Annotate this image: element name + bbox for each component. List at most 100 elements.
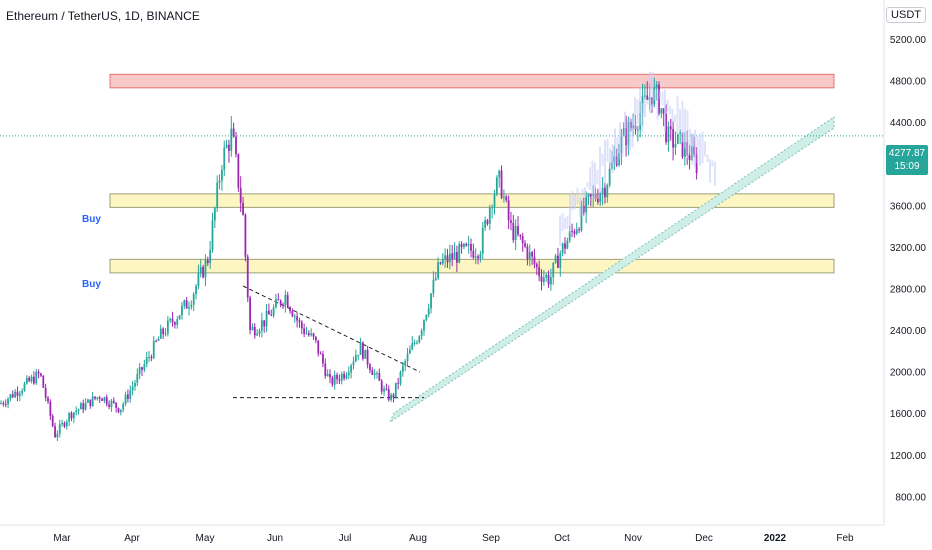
candle-body [580, 205, 583, 231]
projection-candle [706, 154, 709, 163]
projection-candle [641, 103, 644, 133]
candle-body [460, 244, 463, 248]
candle-body [190, 304, 193, 308]
candle-body [96, 397, 99, 399]
candle-body [265, 310, 268, 327]
candle-body [303, 328, 306, 334]
candle-body [423, 320, 425, 331]
candle-body [232, 128, 235, 137]
candle-body [37, 371, 40, 374]
candle-body [430, 293, 432, 309]
buy-label-upper: Buy [82, 214, 101, 225]
time-tick-label: May [196, 533, 215, 544]
candle-body [446, 255, 449, 263]
candle-body [127, 394, 129, 399]
candle-body [441, 259, 444, 264]
candle-body [51, 416, 54, 427]
candle-body [383, 388, 385, 392]
candle-body [47, 397, 49, 402]
candle-body [251, 326, 254, 330]
candle-body [397, 382, 400, 384]
projection-candle [596, 169, 599, 185]
candle-body [131, 386, 134, 391]
candle-body [655, 84, 658, 88]
candle-body [465, 243, 468, 246]
candle-body [413, 342, 416, 344]
projection-candle [669, 106, 671, 115]
projection-candle [584, 187, 586, 198]
candle-body [112, 400, 115, 403]
time-tick-label: Aug [409, 533, 427, 544]
projection-candle [691, 132, 694, 165]
candle-body [129, 390, 132, 399]
projection-candle [576, 188, 579, 205]
candle-body [171, 318, 174, 323]
candle-body [230, 128, 233, 151]
candle-body [235, 136, 237, 155]
candle-body [183, 300, 186, 306]
candle-body [136, 374, 139, 383]
currency-selector[interactable]: USDT [886, 7, 926, 23]
candle-body [500, 170, 503, 198]
candle-body [138, 367, 141, 375]
candle-body [141, 367, 143, 370]
time-tick-label: Nov [624, 533, 642, 544]
candle-body [571, 230, 573, 232]
candle-body [310, 333, 313, 336]
projection-candle [609, 148, 611, 168]
projection-candle [664, 89, 666, 133]
candle-body [354, 355, 357, 362]
candle-body [542, 277, 545, 283]
candle-body [75, 410, 78, 413]
projection-candle [654, 89, 656, 100]
candle-body [72, 412, 75, 419]
candle-body [315, 336, 317, 341]
buy-zone-lower [109, 258, 835, 274]
candle-body [362, 342, 364, 359]
candle-body [18, 393, 21, 396]
price-tick-label: 1600.00 [890, 409, 927, 420]
candle-body [333, 374, 336, 385]
candle-body [49, 401, 52, 417]
candle-body [2, 403, 5, 405]
candle-body [606, 185, 609, 198]
candle-body [587, 194, 590, 197]
candle-body [119, 409, 122, 413]
candle-body [169, 318, 172, 321]
candle-body [44, 387, 47, 398]
candle-body [108, 404, 110, 407]
projection-candle [679, 109, 681, 129]
candle-body [561, 243, 564, 254]
projection-candle [661, 91, 664, 106]
candle-body [101, 398, 103, 401]
projection-candle [711, 160, 714, 167]
candle-body [345, 375, 348, 379]
candle-body [453, 251, 456, 260]
projection-candle [659, 90, 661, 99]
candle-body [216, 182, 219, 209]
candle-body [371, 370, 374, 375]
candle-body [317, 340, 320, 354]
candle-body [608, 168, 611, 186]
candle-body [401, 365, 404, 372]
candle-body [481, 227, 484, 254]
projection-candle [589, 167, 591, 190]
candle-body [564, 243, 566, 249]
candle-body [338, 379, 341, 381]
candle-body [451, 253, 454, 260]
candle-body [178, 315, 181, 320]
candle-body [89, 399, 92, 407]
candle-body [211, 220, 214, 251]
candle-body [662, 108, 665, 114]
candle-body [479, 253, 482, 259]
candle-body [467, 244, 470, 246]
time-tick-label: 2022 [764, 533, 787, 544]
candle-body [568, 230, 571, 241]
candle-body [347, 372, 350, 376]
candle-body [181, 305, 183, 316]
candle-body [491, 207, 494, 209]
current-price-tag: 4277.87 15:09 [886, 145, 928, 175]
candle-body [110, 400, 113, 407]
projection-candle [684, 108, 686, 149]
